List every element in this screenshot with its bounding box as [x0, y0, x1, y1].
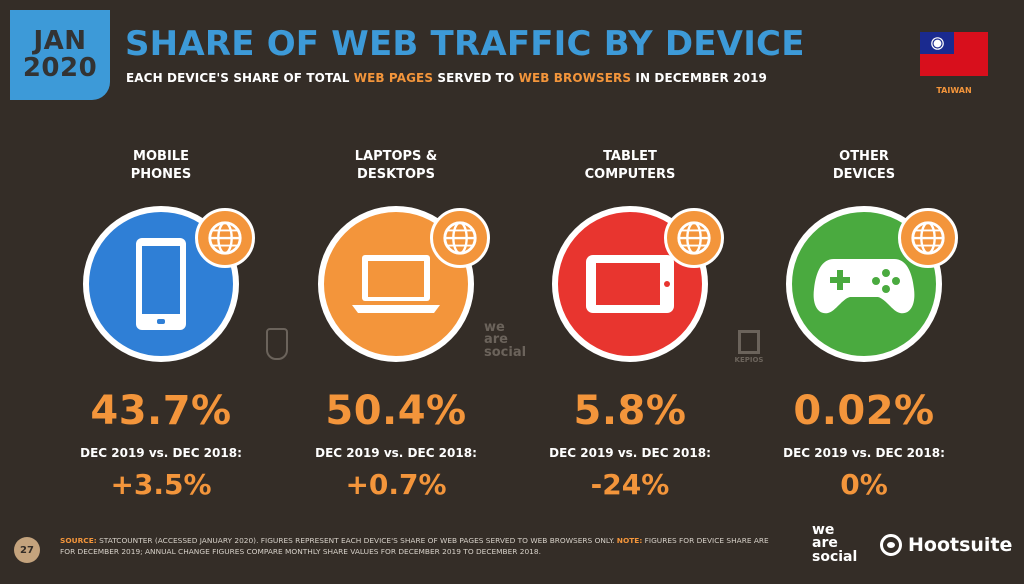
device-label-line: LAPTOPS &: [354, 149, 438, 164]
hootsuite-watermark-icon: [266, 328, 288, 360]
change-value: -24%: [590, 468, 670, 501]
device-circle: [552, 206, 724, 362]
subtitle-highlight: WEB PAGES: [353, 71, 434, 85]
flag-canton: [920, 32, 954, 54]
source-note: SOURCE: STATCOUNTER (ACCESSED JANUARY 20…: [60, 536, 780, 557]
kepios-watermark: KEPIOS: [734, 330, 764, 364]
device-circle: [318, 206, 490, 362]
comparison-label: DEC 2019 vs. DEC 2018:: [549, 446, 711, 460]
page-number: 27: [14, 537, 40, 563]
device-column-tablets: TABLET COMPUTERS 5.8% DEC 2019 vs. DEC 2…: [525, 148, 735, 501]
watermark-line: we: [484, 320, 505, 335]
date-year: 2020: [22, 53, 98, 83]
globe-icon: [898, 208, 958, 268]
country-label: TAIWAN: [936, 86, 972, 95]
we-are-social-logo: we are social: [812, 522, 858, 565]
flag-sun: [933, 39, 941, 47]
hootsuite-logo: Hootsuite: [880, 534, 1012, 556]
change-value: 0%: [840, 468, 888, 501]
share-value: 5.8%: [573, 388, 687, 434]
comparison-label: DEC 2019 vs. DEC 2018:: [315, 446, 477, 460]
device-label: OTHER DEVICES: [759, 148, 969, 190]
mobile-phone-icon: [136, 238, 186, 330]
change-value: +3.5%: [110, 468, 212, 501]
device-column-mobile: MOBILE PHONES 43.7% DEC 2019 vs. DEC 201…: [56, 148, 266, 501]
watermark-line: social: [484, 344, 527, 360]
we-are-social-watermark: we are social: [484, 320, 527, 360]
date-badge: JAN 2020: [10, 10, 110, 100]
note-text: FIGURES FOR DEVICE SHARE ARE FOR DECEMBE…: [60, 536, 769, 556]
kepios-icon: [738, 330, 760, 354]
tablet-icon: [586, 255, 674, 313]
comparison-label: DEC 2019 vs. DEC 2018:: [80, 446, 242, 460]
device-label: LAPTOPS & DESKTOPS: [291, 148, 501, 190]
share-value: 43.7%: [90, 388, 232, 434]
source-text: STATCOUNTER (ACCESSED JANUARY 2020). FIG…: [96, 536, 617, 545]
watermark-line: are: [484, 332, 509, 348]
logo-line: social: [812, 548, 858, 565]
taiwan-flag-icon: [920, 32, 988, 76]
device-label-line: TABLET: [603, 149, 657, 164]
globe-icon: [664, 208, 724, 268]
device-circle: [83, 206, 255, 362]
logo-line: we: [812, 522, 835, 538]
subtitle-text: EACH DEVICE'S SHARE OF TOTAL: [126, 71, 354, 85]
logo-line: are: [812, 535, 838, 552]
device-label-line: DESKTOPS: [357, 166, 435, 182]
device-label: MOBILE PHONES: [56, 148, 266, 190]
device-label-line: COMPUTERS: [584, 166, 676, 182]
device-circle: [786, 206, 958, 362]
share-value: 50.4%: [325, 388, 467, 434]
device-column-laptops: LAPTOPS & DESKTOPS 50.4% DEC 2019 vs. DE…: [291, 148, 501, 501]
device-label-line: OTHER: [839, 149, 889, 164]
note-label: NOTE:: [616, 536, 643, 545]
globe-icon: [195, 208, 255, 268]
change-value: +0.7%: [345, 468, 447, 501]
globe-icon: [430, 208, 490, 268]
game-controller-icon: [813, 259, 915, 314]
subtitle-text: IN DECEMBER 2019: [631, 71, 767, 85]
device-label-line: DEVICES: [832, 166, 896, 182]
device-column-other: OTHER DEVICES 0.02% DEC 2019 vs. DEC 201…: [759, 148, 969, 501]
comparison-label: DEC 2019 vs. DEC 2018:: [783, 446, 945, 460]
subtitle-text: SERVED TO: [433, 71, 519, 85]
page-title: SHARE OF WEB TRAFFIC BY DEVICE: [125, 24, 805, 64]
watermark-line: KEPIOS: [734, 356, 764, 364]
logo-text: Hootsuite: [908, 534, 1013, 556]
share-value: 0.02%: [793, 388, 935, 434]
device-label-line: PHONES: [130, 166, 192, 182]
device-label-line: MOBILE: [133, 149, 189, 164]
device-label: TABLET COMPUTERS: [525, 148, 735, 190]
laptop-icon: [352, 255, 440, 313]
date-month: JAN: [33, 25, 87, 56]
page-subtitle: EACH DEVICE'S SHARE OF TOTAL WEB PAGES S…: [126, 71, 767, 85]
owl-icon: [880, 534, 902, 556]
subtitle-highlight: WEB BROWSERS: [518, 71, 632, 85]
source-label: SOURCE:: [60, 536, 97, 545]
